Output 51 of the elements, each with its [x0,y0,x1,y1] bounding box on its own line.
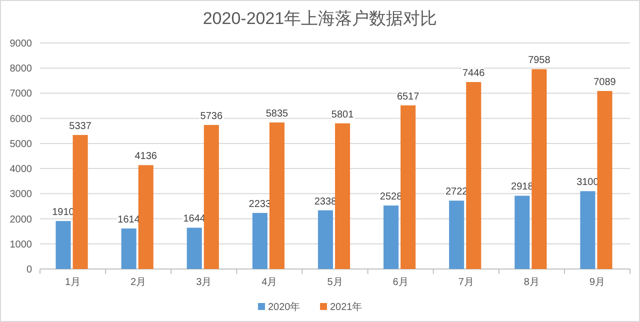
data-label: 5337 [69,120,92,132]
x-tick-label: 9月 [589,277,606,288]
bar [449,200,464,269]
y-tick-label: 1000 [10,239,32,250]
bar [204,124,219,269]
data-label: 7089 [594,76,616,88]
bar [121,228,136,269]
bar [335,123,350,269]
y-tick-label: 5000 [10,138,32,150]
data-label: 7958 [528,55,551,66]
y-tick-label: 8000 [10,64,32,75]
data-label: 5801 [331,109,354,120]
x-tick-label: 4月 [262,277,278,288]
chart-title: 2020-2021年上海落户数据对比 [202,9,438,28]
x-tick-label: 3月 [196,277,212,288]
y-tick-label: 4000 [10,164,32,176]
y-tick-label: 9000 [10,38,32,50]
legend-label: 2021年 [330,301,362,313]
y-tick-label: 0 [26,264,32,276]
x-tick-label: 5月 [327,277,343,288]
y-tick-label: 6000 [10,114,32,125]
data-label: 1614 [118,214,140,226]
bar [384,206,399,269]
data-label: 7446 [462,68,486,80]
data-label: 1644 [183,214,206,225]
data-label: 4136 [134,151,158,162]
legend-label: 2020年 [268,301,300,313]
bar [597,90,612,269]
y-tick-label: 2000 [10,214,32,226]
bar [532,69,547,269]
bar [138,165,154,269]
bar [72,134,88,269]
bar [318,210,333,269]
bar [269,122,284,269]
bar [580,191,596,269]
x-tick-label: 6月 [392,277,408,288]
x-tick-label: 7月 [458,277,474,288]
y-tick-label: 3000 [10,189,32,200]
bar [56,221,71,269]
bar [514,196,530,269]
bar [252,212,268,269]
data-label: 6517 [396,91,420,102]
x-tick-label: 1月 [64,277,81,288]
bar [466,82,482,269]
y-tick-label: 7000 [10,88,32,100]
bar [400,105,416,269]
bar [186,228,202,269]
data-label: 5736 [200,110,223,122]
x-tick-label: 2月 [130,277,146,288]
x-tick-label: 8月 [524,277,540,288]
data-label: 5835 [266,108,289,120]
